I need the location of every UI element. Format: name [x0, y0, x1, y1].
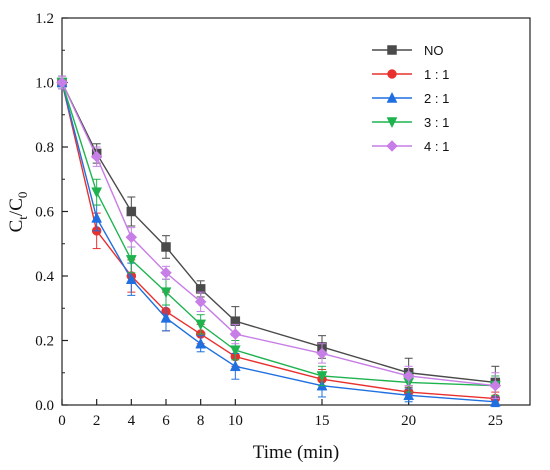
legend-item: 3 : 1: [372, 115, 449, 130]
data-point: [160, 287, 172, 299]
legend-marker: [386, 140, 398, 152]
series-layer: [56, 75, 502, 408]
data-point: [195, 319, 207, 331]
x-tick-label: 4: [128, 413, 136, 429]
y-tick-label: 0.6: [35, 205, 54, 221]
legend-marker: [386, 91, 398, 103]
data-point: [56, 76, 68, 89]
x-tick-label: 2: [93, 413, 101, 429]
series-line: [61, 82, 496, 403]
legend-label: 4 : 1: [424, 139, 449, 154]
x-tick-label: 6: [162, 413, 170, 429]
data-point: [316, 347, 328, 360]
legend-item: 4 : 1: [372, 139, 449, 154]
legend-label: 3 : 1: [424, 115, 449, 130]
data-point: [195, 337, 207, 349]
data-point: [90, 150, 103, 163]
legend-item: 2 : 1: [372, 91, 449, 106]
legend-label: NO: [424, 43, 444, 58]
data-point: [229, 360, 241, 372]
legend-marker: [387, 69, 397, 79]
data-point: [161, 242, 171, 252]
data-point: [402, 370, 415, 382]
y-axis-title: Ct/C0: [6, 192, 30, 233]
data-point: [229, 328, 242, 340]
data-point: [403, 389, 415, 401]
data-point: [229, 345, 241, 357]
x-axis: 0 2 4 6 8 10 15 20 25: [58, 399, 503, 429]
legend-item: 1 : 1: [372, 67, 449, 82]
legend-marker: [386, 117, 398, 129]
data-point: [489, 379, 502, 392]
y-tick-label: 0.0: [35, 398, 54, 414]
legend-item: NO: [372, 43, 444, 58]
y-tick-label: 0.4: [35, 269, 54, 285]
legend: NO 1 : 1 2 : 1 3 : 1 4 : 1: [372, 43, 449, 154]
x-axis-title: Time (min): [253, 442, 339, 463]
data-point: [316, 371, 328, 383]
data-point: [160, 311, 172, 323]
y-tick-label: 1.2: [35, 11, 54, 27]
data-point: [194, 295, 207, 308]
data-point: [125, 255, 137, 266]
y-axis-title-sub1: t: [15, 216, 30, 220]
data-point: [125, 273, 137, 284]
legend-marker: [387, 45, 397, 55]
data-point: [91, 211, 103, 223]
x-tick-label: 10: [228, 413, 243, 429]
data-point: [126, 206, 137, 217]
y-tick-label: 1.0: [35, 76, 54, 92]
data-point: [125, 231, 138, 244]
legend-label: 1 : 1: [424, 67, 449, 82]
series-4: [56, 75, 502, 400]
x-tick-label: 8: [197, 413, 205, 429]
y-axis-title-main: C: [6, 220, 27, 233]
data-point: [489, 395, 501, 407]
data-point: [91, 187, 103, 199]
x-tick-label: 20: [401, 413, 416, 429]
y-tick-label: 0.8: [35, 140, 54, 156]
x-tick-label: 25: [488, 413, 503, 429]
data-point: [160, 266, 172, 279]
x-tick-label: 15: [315, 413, 330, 429]
legend-label: 2 : 1: [424, 91, 449, 106]
x-tick-label: 0: [58, 413, 66, 429]
y-axis: 0.0 0.2 0.4 0.6 0.8 1.0 1.2: [35, 11, 68, 414]
y-tick-label: 0.2: [35, 334, 54, 350]
y-axis-title-sep: /C: [6, 198, 27, 216]
y-axis-title-sub2: 0: [15, 192, 30, 199]
